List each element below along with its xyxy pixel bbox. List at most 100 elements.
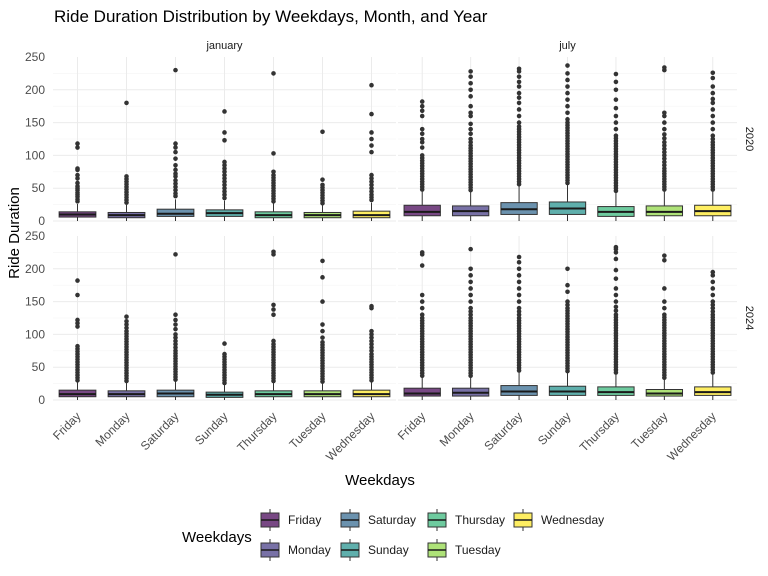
- outlier-point: [419, 131, 425, 137]
- outlier-point: [173, 348, 178, 354]
- x-tick-label: Tuesday: [286, 409, 328, 451]
- outlier-point: [516, 279, 522, 285]
- outlier-point: [565, 90, 570, 96]
- outlier-point: [173, 322, 178, 327]
- outlier-point: [419, 299, 425, 304]
- outlier-point: [173, 252, 178, 257]
- outlier-point: [173, 162, 178, 168]
- outlier-point: [419, 126, 425, 132]
- outlier-point: [613, 250, 619, 255]
- outlier-point: [710, 312, 716, 318]
- panels-layer: 0 50 100 150 200 250 january july 2020 0 50 100 150 2…: [25, 40, 755, 464]
- outlier-point: [468, 131, 473, 137]
- outlier-point: [710, 269, 716, 275]
- box-tuesday: [645, 253, 684, 400]
- outlier-point: [419, 292, 425, 298]
- outlier-point: [173, 184, 178, 190]
- outlier-point: [419, 103, 425, 109]
- box-tuesday: [303, 129, 342, 221]
- outlier-point: [516, 292, 522, 298]
- outlier-point: [613, 133, 619, 139]
- outlier-point: [173, 178, 178, 183]
- y-tick-label: 200: [25, 83, 45, 97]
- outlier-point: [369, 136, 374, 142]
- x-axis-title: Weekdays: [345, 472, 415, 489]
- box-friday: [403, 250, 441, 400]
- outlier-point: [320, 335, 325, 340]
- box-saturday: [156, 67, 195, 221]
- outlier-point: [662, 305, 667, 311]
- outlier-point: [613, 312, 619, 318]
- outlier-point: [369, 111, 374, 117]
- outlier-point: [320, 299, 325, 304]
- outlier-point: [173, 332, 178, 337]
- outlier-point: [271, 341, 276, 347]
- box-saturday: [500, 254, 538, 400]
- outlier-point: [124, 325, 129, 331]
- y-tick-label: 250: [25, 229, 45, 243]
- x-tick-label: Sunday: [535, 409, 574, 448]
- outlier-point: [516, 273, 522, 278]
- outlier-point: [565, 302, 570, 308]
- outlier-point: [662, 139, 667, 145]
- y-axis-title: Ride Duration: [6, 187, 23, 279]
- outlier-point: [468, 143, 473, 148]
- outlier-point: [75, 292, 80, 298]
- y-tick-label: 100: [25, 148, 45, 162]
- outlier-point: [613, 299, 619, 304]
- outlier-point: [662, 113, 667, 119]
- outlier-point: [271, 151, 276, 156]
- outlier-point: [419, 113, 425, 119]
- facet-strip-year: 2020: [743, 127, 755, 151]
- outlier-point: [369, 189, 374, 194]
- outlier-point: [271, 71, 276, 76]
- outlier-point: [565, 63, 570, 68]
- y-tick-label: 50: [32, 360, 46, 374]
- outlier-point: [516, 286, 522, 291]
- outlier-point: [173, 335, 178, 340]
- box-thursday: [254, 71, 293, 221]
- panel-january-2024: 0 50 100 150 200 250 Friday Monday Saturday Sunda…: [25, 229, 396, 464]
- outlier-point: [468, 305, 473, 311]
- box-sunday: [548, 63, 587, 221]
- outlier-point: [516, 315, 522, 321]
- outlier-point: [75, 320, 80, 326]
- outlier-point: [710, 133, 716, 139]
- outlier-point: [613, 244, 619, 250]
- box-monday: [451, 69, 490, 221]
- panel-july-2020: july 2020: [398, 40, 755, 222]
- box-iqr: [403, 204, 441, 217]
- legend-label: Thursday: [455, 513, 505, 527]
- outlier-point: [710, 100, 716, 106]
- outlier-point: [173, 191, 178, 196]
- outlier-point: [516, 79, 522, 85]
- outlier-point: [468, 121, 473, 127]
- outlier-point: [468, 279, 473, 285]
- outlier-point: [222, 182, 227, 188]
- outlier-point: [124, 322, 129, 327]
- outlier-point: [468, 312, 473, 318]
- outlier-point: [662, 120, 667, 125]
- panel-january-2020: 0 50 100 150 200 250 january: [25, 40, 396, 228]
- outlier-point: [369, 332, 374, 337]
- outlier-point: [613, 97, 619, 102]
- outlier-point: [613, 105, 619, 111]
- outlier-point: [710, 292, 716, 298]
- box-thursday: [597, 244, 635, 400]
- outlier-point: [468, 74, 473, 79]
- outlier-point: [271, 312, 276, 318]
- outlier-point: [516, 312, 522, 318]
- outlier-point: [565, 305, 570, 311]
- outlier-point: [271, 338, 276, 344]
- legend-item-monday: Monday: [260, 539, 331, 561]
- outlier-point: [369, 82, 374, 88]
- outlier-point: [320, 258, 325, 264]
- outlier-point: [468, 309, 473, 314]
- outlier-point: [369, 351, 374, 357]
- outlier-point: [468, 136, 473, 142]
- box-thursday: [597, 71, 635, 221]
- outlier-point: [662, 286, 667, 291]
- outlier-point: [369, 303, 374, 309]
- outlier-point: [710, 139, 716, 145]
